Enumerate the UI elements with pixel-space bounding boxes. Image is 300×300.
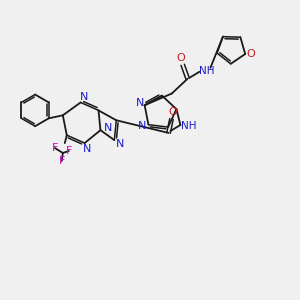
Text: N: N — [82, 144, 91, 154]
Text: NH: NH — [199, 66, 214, 76]
Text: O: O — [247, 49, 256, 59]
Text: F: F — [66, 146, 72, 156]
Text: O: O — [168, 107, 177, 117]
Text: N: N — [116, 139, 124, 149]
Text: N: N — [138, 121, 147, 131]
Text: NH: NH — [181, 121, 196, 131]
Text: N: N — [136, 98, 144, 108]
Text: F: F — [58, 156, 65, 166]
Text: O: O — [176, 53, 185, 63]
Text: F: F — [52, 143, 58, 153]
Text: N: N — [104, 123, 112, 133]
Text: N: N — [80, 92, 88, 101]
